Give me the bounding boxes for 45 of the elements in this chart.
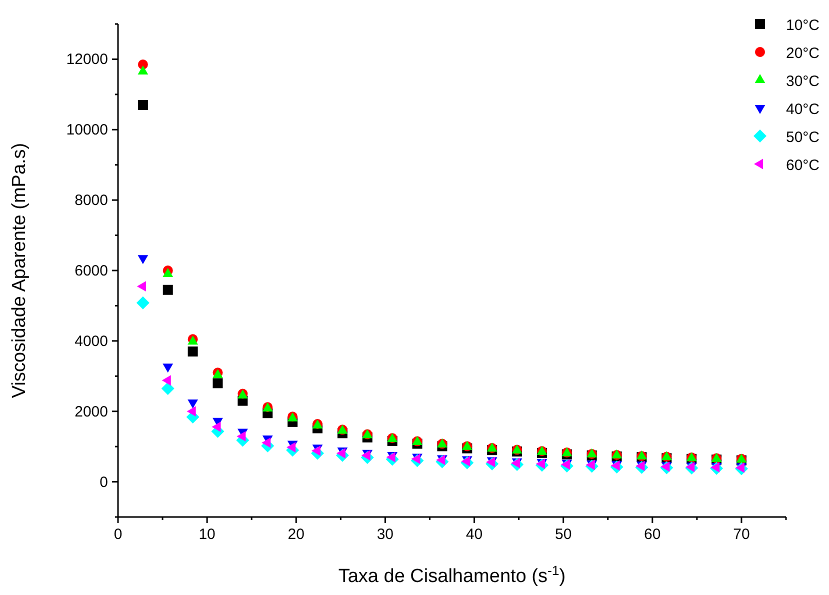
point	[162, 268, 174, 278]
legend-label: 30°C	[786, 73, 820, 90]
point	[186, 406, 196, 417]
point	[586, 460, 595, 470]
point	[136, 296, 150, 310]
y-tick-label: 12000	[66, 51, 108, 68]
legend-label: 20°C	[786, 45, 820, 62]
y-tick-label: 10000	[66, 122, 108, 139]
point	[262, 438, 271, 448]
legend-label: 10°C	[786, 17, 820, 34]
point	[212, 422, 221, 432]
x-tick-label: 50	[554, 526, 572, 543]
y-tick-label: 6000	[74, 262, 108, 280]
y-axis-title: Viscosidade Aparente (mPa.s)	[9, 142, 30, 398]
y-tick-label: 8000	[74, 192, 108, 210]
point	[336, 448, 346, 458]
point	[138, 100, 148, 110]
x-tick-label: 60	[644, 526, 661, 543]
x-axis-title: Taxa de Cisalhamento (s$^{-1}$)	[338, 562, 566, 587]
point	[162, 284, 173, 295]
x-tick-label: 40	[466, 526, 483, 543]
point	[136, 281, 146, 292]
point	[188, 346, 198, 356]
x-tick-label: 30	[376, 526, 394, 543]
x-tick-label: 10	[198, 526, 216, 543]
point	[361, 450, 370, 461]
point	[236, 431, 246, 442]
point	[212, 378, 223, 388]
point	[735, 462, 744, 473]
point	[286, 442, 296, 452]
x-tick-label: 0	[114, 526, 122, 543]
legend-label: 40°C	[786, 101, 820, 118]
point	[536, 458, 545, 470]
x-tick-label: 20	[288, 526, 304, 543]
point	[162, 375, 171, 386]
y-tick-label: 0	[100, 474, 108, 491]
legend-label: 50°C	[786, 129, 820, 146]
y-tick-label: 4000	[74, 332, 108, 350]
point	[560, 459, 570, 470]
legend-label: 60°C	[786, 157, 820, 174]
point	[138, 66, 148, 75]
y-tick-label: 2000	[74, 403, 108, 420]
point	[386, 452, 396, 462]
point	[161, 382, 174, 395]
x-tick-label: 70	[733, 526, 750, 543]
